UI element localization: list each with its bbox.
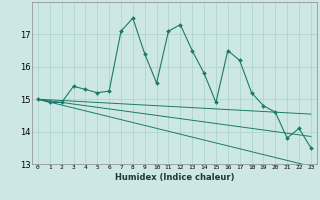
X-axis label: Humidex (Indice chaleur): Humidex (Indice chaleur)	[115, 173, 234, 182]
